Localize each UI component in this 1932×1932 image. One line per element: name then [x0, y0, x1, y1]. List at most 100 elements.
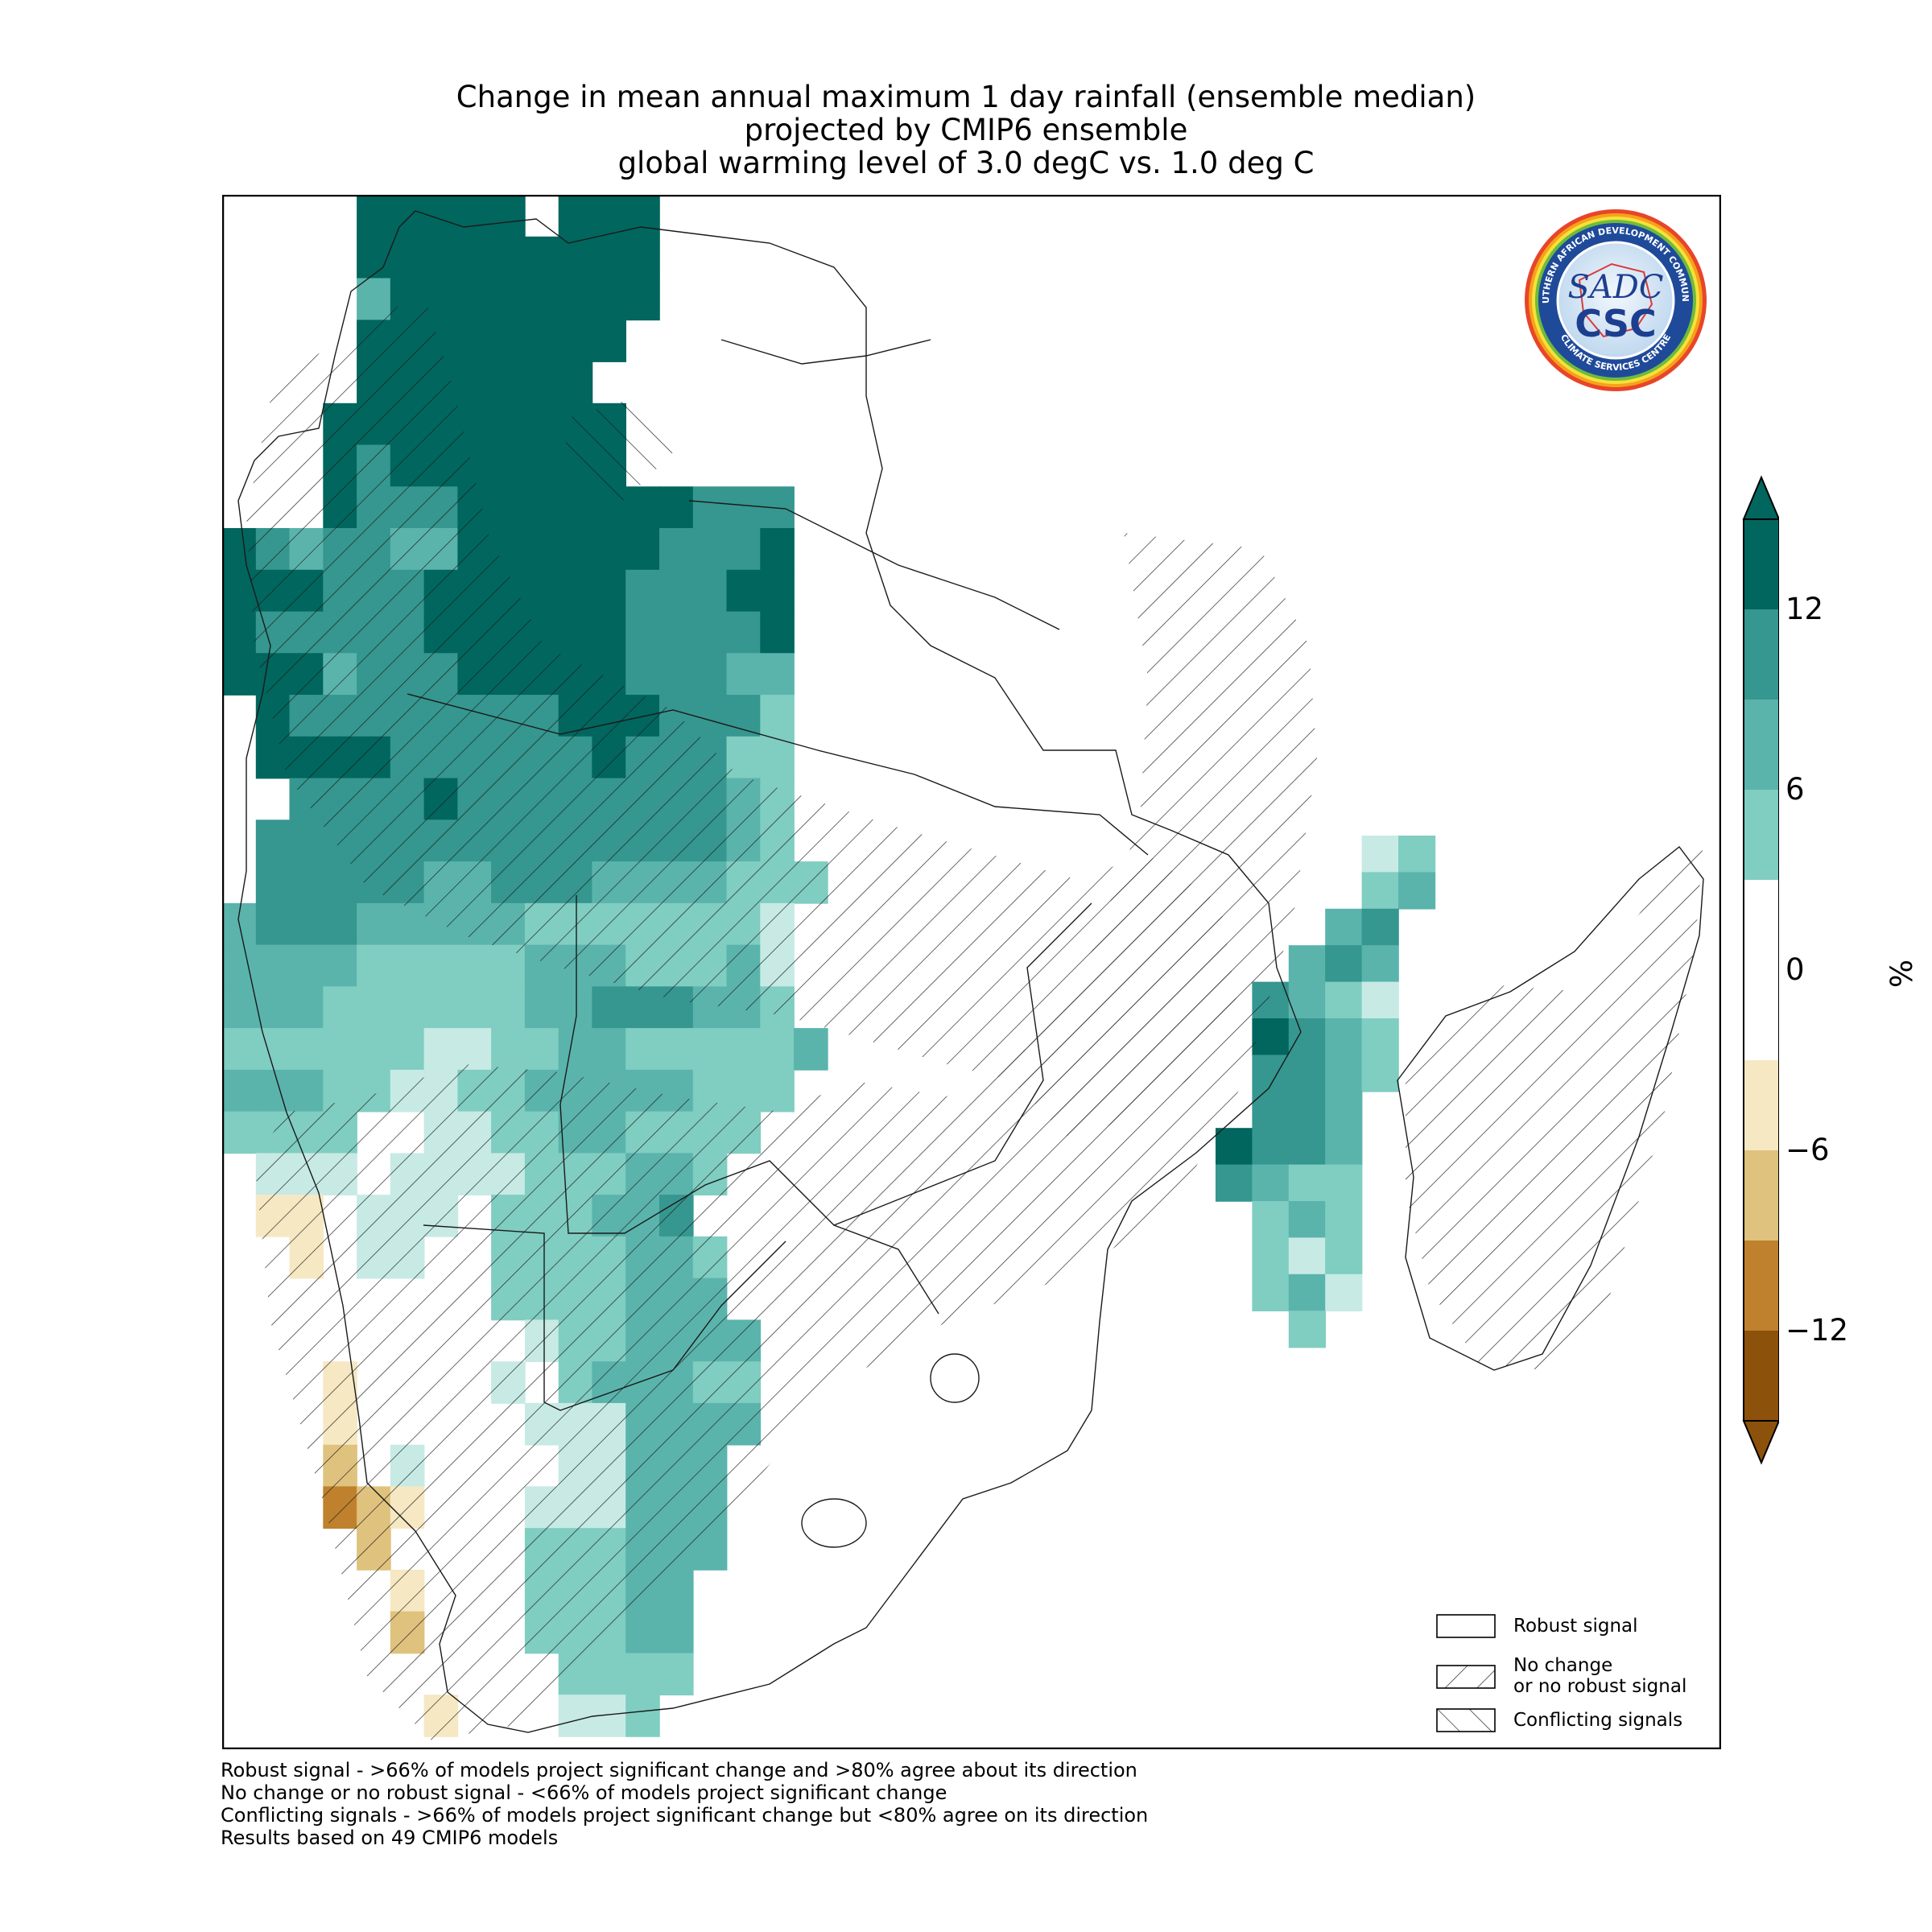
map-cell: [390, 195, 425, 237]
footnote-model-count: Results based on 49 CMIP6 models: [221, 1827, 559, 1849]
map-cell: [524, 1028, 559, 1071]
sadc-csc-logo: SOUTHERN AFRICAN DEVELOPMENT COMMUNITY C…: [1519, 200, 1708, 396]
map-cell: [357, 278, 391, 321]
map-cell: [558, 486, 593, 529]
map-cell: [222, 653, 257, 696]
footnote-conflicting: Conflicting signals - >66% of models pro…: [221, 1804, 1149, 1827]
map-cell: [692, 1028, 728, 1071]
map-cell-madagascar: [1325, 1091, 1363, 1129]
map-panel: [222, 195, 1721, 1749]
map-cell: [558, 320, 593, 362]
map-cell: [558, 195, 593, 237]
map-cell: [558, 1695, 593, 1737]
map-cell: [255, 1028, 291, 1071]
map-cell: [289, 944, 324, 988]
map-cell-madagascar: [1325, 945, 1363, 983]
map-cell: [255, 819, 291, 862]
map-cell: [659, 611, 694, 654]
map-cell-madagascar: [1325, 981, 1363, 1019]
colorbar-extend-bottom: [1742, 1420, 1781, 1465]
legend-label-no-change: No change or no robust signal: [1513, 1655, 1687, 1697]
border-line-1: [407, 693, 1149, 856]
colorbar-bins: [1742, 475, 1785, 1465]
legend-label-robust: Robust signal: [1513, 1616, 1638, 1637]
map-cell-madagascar: [1361, 872, 1399, 910]
hatch-region-madagascar: [1406, 839, 1703, 1370]
map-cell: [423, 944, 459, 988]
coastline-mainland: [237, 210, 1302, 1733]
map-cell: [625, 1653, 660, 1696]
map-cell: [491, 236, 526, 279]
map-cell: [423, 986, 459, 1029]
map-cell: [491, 1028, 526, 1071]
map-cell: [357, 236, 391, 279]
map-cell: [222, 1111, 257, 1154]
map-cell: [726, 611, 762, 654]
map-cell: [323, 1028, 357, 1071]
border-line-4: [833, 902, 1092, 1226]
map-cell: [558, 569, 593, 613]
colorbar-tick-label: 6: [1785, 772, 1805, 807]
map-cell: [491, 320, 526, 362]
map-cell: [592, 278, 626, 321]
legend-swatch-conflicting: [1436, 1708, 1496, 1732]
footnote-robust: Robust signal - >66% of models project s…: [221, 1759, 1137, 1781]
border-line-5: [688, 500, 1060, 630]
logo-text-sadc: SADC: [1568, 269, 1664, 306]
map-cell: [357, 195, 391, 237]
map-cell-madagascar: [1361, 908, 1399, 946]
map-cell: [323, 986, 357, 1029]
map-cell: [357, 944, 391, 988]
map-cell-madagascar: [1361, 1055, 1399, 1092]
chart-title-line-1: Change in mean annual maximum 1 day rain…: [456, 80, 1476, 114]
map-cell: [625, 569, 660, 613]
map-cell: [760, 1028, 795, 1071]
colorbar-bin: [1744, 519, 1779, 609]
colorbar-bin: [1744, 880, 1779, 1060]
map-cell-madagascar: [1216, 1128, 1253, 1166]
map-cell: [390, 236, 425, 279]
map-cell: [524, 320, 559, 362]
map-cell: [457, 944, 492, 988]
map-cell: [390, 986, 425, 1029]
map-cell-madagascar: [1252, 1164, 1290, 1202]
map-cell-madagascar: [1252, 1274, 1290, 1311]
map-cell: [592, 195, 626, 237]
map-cell: [390, 1028, 425, 1071]
map-cell-madagascar: [1325, 1018, 1363, 1056]
map-cell: [625, 528, 660, 571]
map-cell: [592, 1028, 626, 1071]
map-cell: [289, 819, 324, 862]
map-cell-madagascar: [1361, 836, 1399, 873]
map-cell: [524, 528, 559, 571]
map-cell: [659, 1028, 694, 1071]
map-cell: [457, 1028, 492, 1071]
map-cell-madagascar: [1288, 1091, 1326, 1129]
border-line-2: [559, 895, 939, 1315]
hatch-region-north-west: [246, 291, 1236, 1145]
map-cell: [726, 1028, 762, 1071]
border-line-6: [720, 339, 931, 365]
map-cell: [457, 361, 492, 404]
map-cell: [625, 611, 660, 654]
legend-swatch-no-change: [1436, 1665, 1496, 1689]
map-cell-madagascar: [1252, 1055, 1290, 1092]
map-cell: [255, 861, 291, 904]
map-cell: [558, 528, 593, 571]
map-cell: [659, 653, 694, 696]
map-cell-madagascar: [1288, 981, 1326, 1019]
map-cell: [659, 528, 694, 571]
colorbar-extend-top: [1742, 475, 1781, 520]
map-cell: [457, 986, 492, 1029]
colorbar-bin: [1744, 609, 1779, 700]
chart-title-line-3: global warming level of 3.0 degC vs. 1.0…: [617, 146, 1315, 180]
map-cell: [760, 611, 795, 654]
map-cell-madagascar: [1288, 1018, 1326, 1056]
map-cell: [222, 986, 257, 1029]
map-cell-madagascar: [1288, 1274, 1326, 1311]
coastline-madagascar: [1397, 846, 1704, 1371]
map-cell: [692, 653, 728, 696]
map-cell: [760, 736, 795, 779]
map-cell: [558, 1028, 593, 1071]
map-cell: [659, 486, 694, 529]
